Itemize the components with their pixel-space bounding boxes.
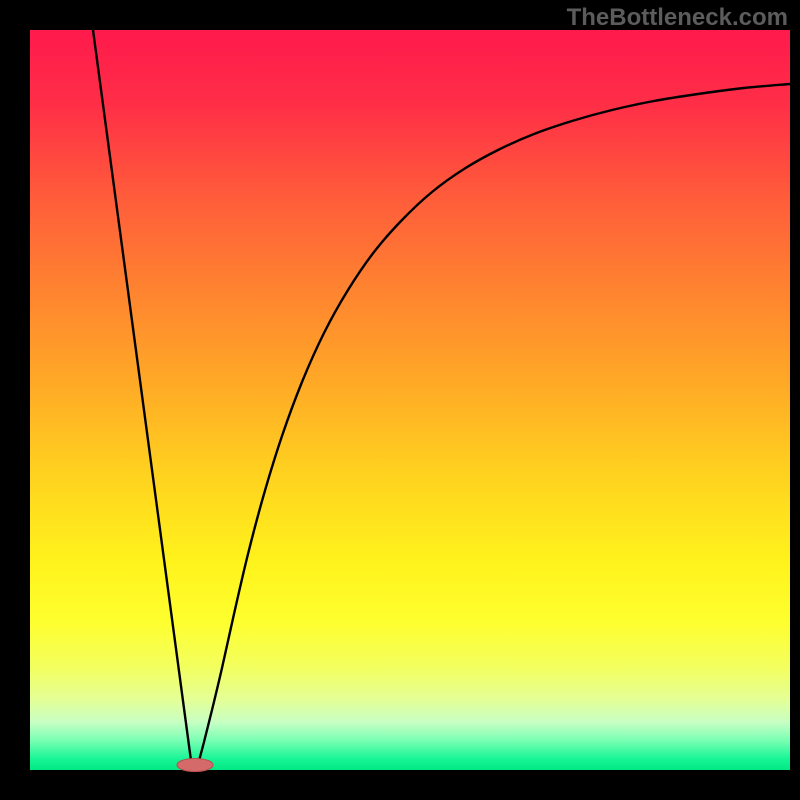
gradient-background [30, 30, 790, 770]
plot-area [30, 30, 790, 770]
chart-container: TheBottleneck.com [0, 0, 800, 800]
minimum-marker [176, 758, 214, 773]
plot-svg [30, 30, 790, 770]
watermark-text: TheBottleneck.com [567, 4, 788, 32]
